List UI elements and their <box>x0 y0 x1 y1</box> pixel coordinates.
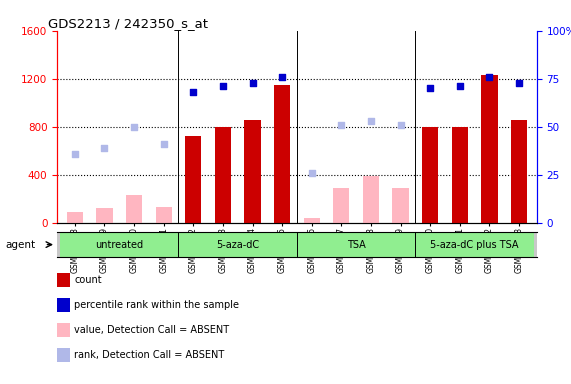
Bar <box>392 188 409 223</box>
Point <box>425 85 435 91</box>
Point <box>218 83 227 89</box>
Text: TSA: TSA <box>347 240 365 250</box>
Bar <box>511 119 527 223</box>
Bar <box>304 218 320 223</box>
Text: 5-aza-dC: 5-aza-dC <box>216 240 259 250</box>
Point <box>455 83 464 89</box>
Point <box>307 170 316 176</box>
Point <box>514 79 524 86</box>
Text: untreated: untreated <box>95 240 143 250</box>
Bar <box>67 212 83 223</box>
Bar <box>126 195 142 223</box>
Point <box>189 89 198 95</box>
Text: agent: agent <box>6 240 36 250</box>
Text: count: count <box>74 275 102 285</box>
Bar <box>422 127 439 223</box>
Point <box>130 124 139 130</box>
Point <box>337 122 346 128</box>
Point <box>485 74 494 80</box>
Point <box>367 118 376 124</box>
Bar <box>415 232 534 257</box>
Bar <box>363 176 379 223</box>
Point <box>396 122 405 128</box>
Point <box>159 141 168 147</box>
Point <box>70 151 79 157</box>
Bar <box>244 119 260 223</box>
Bar <box>333 188 349 223</box>
Bar <box>452 127 468 223</box>
Point <box>100 145 109 151</box>
Bar <box>60 232 179 257</box>
Bar <box>481 75 497 223</box>
Bar <box>179 232 297 257</box>
Bar <box>155 207 172 223</box>
Point <box>248 79 257 86</box>
Text: 5-aza-dC plus TSA: 5-aza-dC plus TSA <box>431 240 519 250</box>
Text: percentile rank within the sample: percentile rank within the sample <box>74 300 239 310</box>
Bar <box>185 136 202 223</box>
Bar <box>96 208 112 223</box>
Bar <box>297 232 415 257</box>
Point <box>278 74 287 80</box>
Text: rank, Detection Call = ABSENT: rank, Detection Call = ABSENT <box>74 350 224 360</box>
Bar <box>274 85 290 223</box>
Bar <box>215 127 231 223</box>
Text: value, Detection Call = ABSENT: value, Detection Call = ABSENT <box>74 325 230 335</box>
Text: GDS2213 / 242350_s_at: GDS2213 / 242350_s_at <box>47 17 207 30</box>
